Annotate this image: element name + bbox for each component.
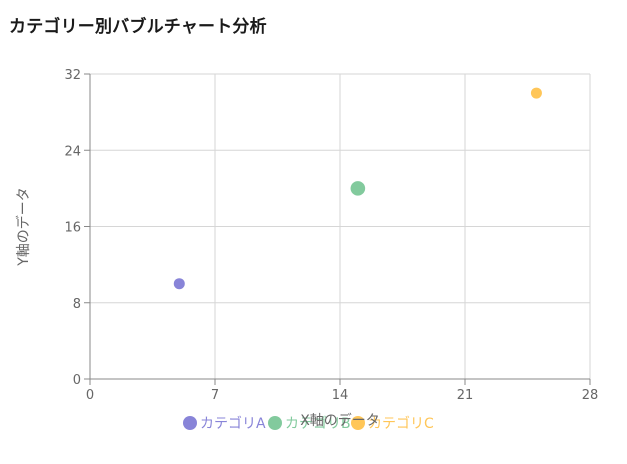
legend-label: カテゴリA: [200, 415, 266, 432]
y-tick-label: 24: [64, 144, 81, 159]
y-tick-label: 8: [73, 297, 81, 312]
y-tick-label: 0: [73, 373, 81, 388]
x-tick-label: 7: [211, 388, 219, 403]
bubble-point[interactable]: [350, 181, 366, 196]
x-tick-label: 28: [582, 388, 599, 403]
legend-swatch: [351, 416, 365, 430]
bubble-point[interactable]: [173, 278, 185, 290]
x-tick-label: 21: [457, 388, 474, 403]
x-axis-label: X軸のデータ: [300, 412, 380, 429]
legend-label: カテゴリB: [285, 415, 351, 432]
y-axis-label: Y軸のデータ: [15, 187, 32, 267]
legend-item[interactable]: カテゴリA: [183, 415, 266, 432]
legend-swatch: [183, 416, 197, 430]
points-layer: [173, 87, 542, 290]
bubble-point[interactable]: [530, 87, 542, 99]
x-tick-label: 14: [332, 388, 349, 403]
legend-item[interactable]: カテゴリB: [268, 415, 351, 432]
y-tick-label: 16: [64, 221, 81, 236]
grid-layer: [89, 73, 591, 380]
chart-title: カテゴリー別バブルチャート分析: [9, 17, 267, 37]
legend-item[interactable]: カテゴリC: [351, 415, 434, 432]
y-tick-label: 32: [64, 68, 81, 83]
axis-layer: 0 8 16 24 32 0 7 14 21 28: [64, 68, 598, 403]
legend-swatch: [268, 416, 282, 430]
x-tick-label: 0: [86, 388, 94, 403]
legend-label: カテゴリC: [368, 415, 434, 432]
legend: カテゴリA カテゴリB カテゴリC: [183, 415, 434, 432]
